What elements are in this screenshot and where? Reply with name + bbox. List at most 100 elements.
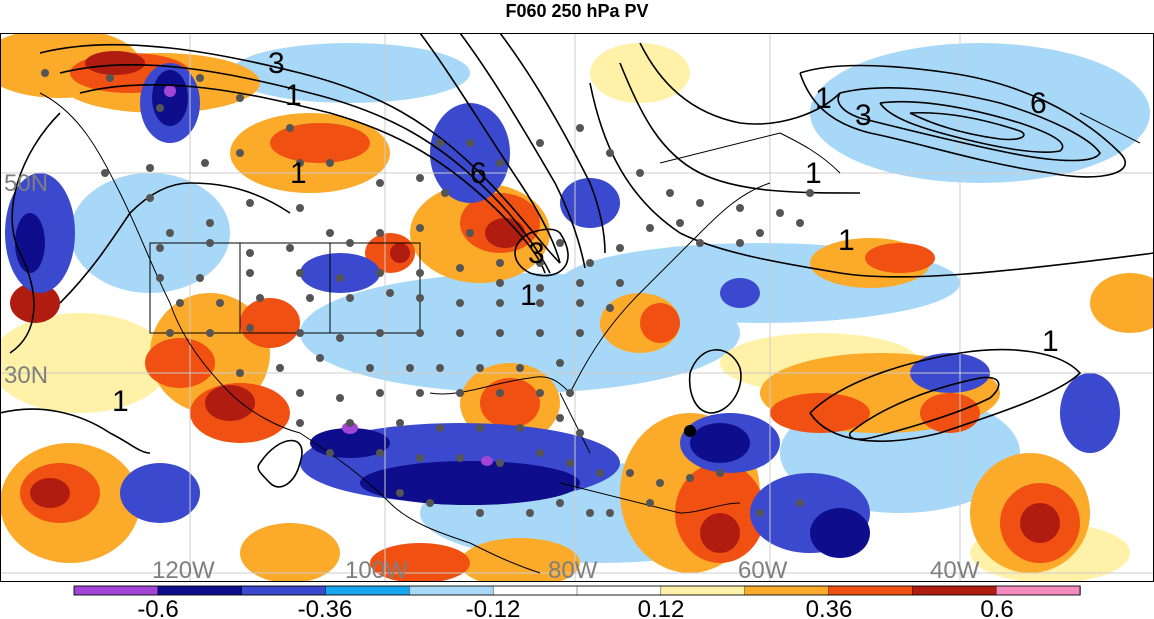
contour-label: 1 <box>1042 325 1059 358</box>
colorbar-tick-label: -0.12 <box>466 596 521 619</box>
colorbar-swatch <box>744 585 830 596</box>
station-dot <box>376 329 384 337</box>
station-dot <box>386 289 394 297</box>
station-dot <box>536 139 544 147</box>
station-dot <box>316 354 324 362</box>
contour-label: 1 <box>838 224 855 257</box>
station-dot <box>436 364 444 372</box>
station-dot <box>776 209 784 217</box>
marker-dot <box>684 425 696 437</box>
station-dot <box>606 304 614 312</box>
contour-label: 3 <box>855 99 872 132</box>
station-dot <box>346 239 354 247</box>
station-dot <box>496 259 504 267</box>
lon-label-40w: 40W <box>930 557 980 582</box>
station-dot <box>606 509 614 517</box>
station-dot <box>576 279 584 287</box>
pv-contours <box>0 33 1154 488</box>
colorbar-swatch <box>241 585 327 596</box>
contour-label: 6 <box>1030 87 1047 120</box>
colorbar-tick-label: 0.12 <box>638 596 685 619</box>
station-dot <box>296 159 304 167</box>
station-dot <box>246 269 254 277</box>
station-dot <box>206 219 214 227</box>
station-dot <box>326 229 334 237</box>
station-dot <box>456 454 464 462</box>
station-dot <box>146 194 154 202</box>
station-dot <box>246 199 254 207</box>
colorbar-swatch <box>912 585 997 596</box>
station-dot <box>466 229 474 237</box>
colorbar-tick-label: -0.36 <box>298 596 353 619</box>
colorbar-swatch <box>157 585 243 596</box>
station-dot <box>576 299 584 307</box>
station-dot <box>336 334 344 342</box>
station-dot <box>156 104 164 112</box>
contour-label: 3 <box>528 237 545 270</box>
colorbar-tick-label: 0.36 <box>806 596 853 619</box>
station-dot <box>516 424 524 432</box>
station-dot <box>576 124 584 132</box>
colorbar-swatch <box>325 585 411 596</box>
station-dot <box>376 229 384 237</box>
station-dot <box>796 219 804 227</box>
station-dot <box>176 299 184 307</box>
station-dot <box>376 179 384 187</box>
station-dot <box>456 299 464 307</box>
station-dot <box>296 269 304 277</box>
station-dot <box>656 479 664 487</box>
station-dot <box>496 329 504 337</box>
station-dot <box>496 389 504 397</box>
station-dot <box>416 329 424 337</box>
pv-map: 3 1 1 1 6 3 3 1 1 6 1 1 1 50N 30N 120W 1… <box>0 33 1154 582</box>
station-dot <box>536 259 544 267</box>
station-dots <box>41 69 814 517</box>
station-dot <box>441 189 449 197</box>
contour-label: 1 <box>285 79 302 112</box>
station-dot <box>156 244 164 252</box>
station-dot <box>536 299 544 307</box>
station-dot <box>146 164 154 172</box>
lat-label-50n: 50N <box>4 170 48 197</box>
station-dot <box>436 139 444 147</box>
station-dot <box>206 239 214 247</box>
station-dot <box>376 389 384 397</box>
station-dot <box>476 509 484 517</box>
station-dot <box>496 299 504 307</box>
station-dot <box>256 294 264 302</box>
station-dot <box>536 284 544 292</box>
station-dot <box>276 364 284 372</box>
colorbar-swatches <box>73 585 1081 596</box>
colorbar-swatch <box>660 585 746 596</box>
station-dot <box>736 204 744 212</box>
station-dot <box>426 499 434 507</box>
station-dot <box>236 149 244 157</box>
station-dot <box>436 424 444 432</box>
station-dot <box>526 509 534 517</box>
station-dot <box>216 299 224 307</box>
contour-label: 1 <box>290 157 307 190</box>
station-dot <box>496 279 504 287</box>
contour-label: 1 <box>112 385 129 418</box>
colorbar-tick-label: 0.6 <box>980 596 1013 619</box>
station-dot <box>536 329 544 337</box>
contour-label: 1 <box>805 157 822 190</box>
station-dot <box>696 199 704 207</box>
station-dot <box>496 459 504 467</box>
station-dot <box>201 159 209 167</box>
colorbar: -0.6 -0.36 -0.12 0.12 0.36 0.6 <box>73 585 1081 619</box>
station-dot <box>576 329 584 337</box>
station-dot <box>236 94 244 102</box>
station-dot <box>686 474 694 482</box>
station-dot <box>406 364 414 372</box>
station-dot <box>606 149 614 157</box>
station-dot <box>41 69 49 77</box>
station-dot <box>296 389 304 397</box>
contour-labels: 3 1 1 1 6 3 3 1 1 6 1 1 1 <box>112 47 1059 418</box>
station-dot <box>556 499 564 507</box>
colorbar-tick-label: -0.6 <box>137 596 178 619</box>
station-dot <box>476 364 484 372</box>
colorbar-swatch <box>576 585 662 596</box>
station-dot <box>296 204 304 212</box>
contour-label: 3 <box>268 47 285 80</box>
